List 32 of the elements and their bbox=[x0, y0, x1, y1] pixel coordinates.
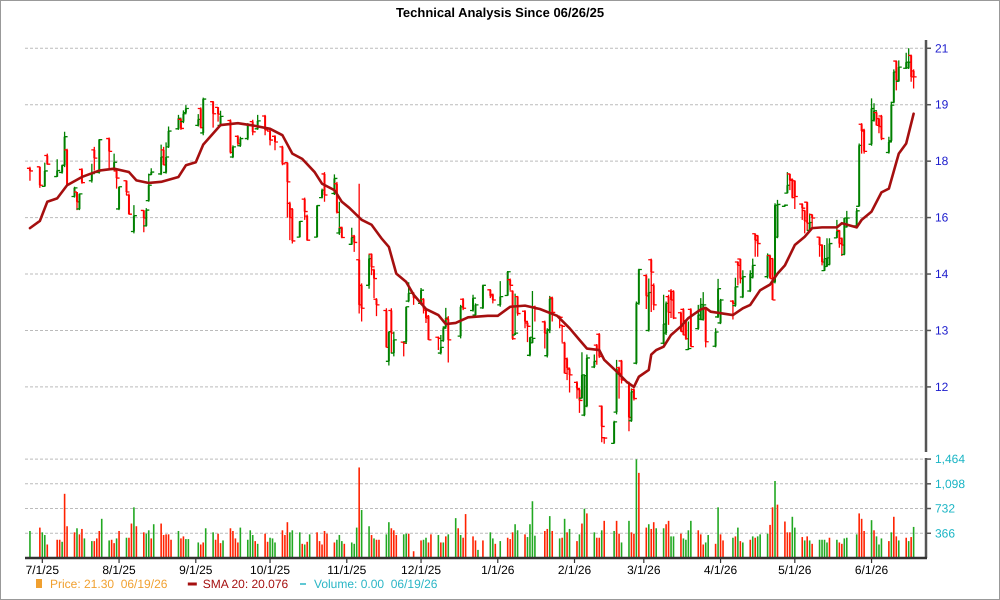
line-series bbox=[28, 112, 915, 388]
text: Price: 21.30 06/19/26 bbox=[50, 577, 168, 591]
y-tick-label: 1,464 bbox=[935, 452, 966, 466]
x-tick-label: 5/1/26 bbox=[778, 563, 812, 577]
x-tick-label: 6/1/26 bbox=[854, 563, 889, 577]
x-tick-label: 10/1/25 bbox=[250, 563, 290, 577]
y-tick-label: 13 bbox=[935, 323, 949, 338]
y-tick-label: 21 bbox=[935, 41, 949, 56]
y-tick-label: 16 bbox=[935, 210, 949, 225]
x-tick-label: 8/1/25 bbox=[102, 563, 136, 577]
chart-title: Technical Analysis Since 06/26/25 bbox=[396, 5, 604, 20]
x-tick-label: 3/1/26 bbox=[627, 563, 661, 577]
x-tick-label: 1/1/26 bbox=[481, 563, 515, 577]
series-label: Volume: 0.00 06/19/26 bbox=[314, 577, 438, 591]
candlestick bbox=[340, 226, 343, 239]
y-tick-label: 18 bbox=[935, 154, 949, 168]
candlestick bbox=[200, 106, 202, 130]
candlestick bbox=[506, 270, 509, 297]
y-tick-label: 366 bbox=[935, 526, 956, 540]
candlestick bbox=[298, 220, 301, 238]
y-tick-label: 19 bbox=[935, 98, 949, 112]
x-tick-label: 12/1/25 bbox=[401, 563, 442, 577]
y-tick-label: 1,098 bbox=[935, 476, 966, 491]
y-tick-label: 14 bbox=[935, 267, 949, 282]
y-tick-label: 732 bbox=[935, 502, 956, 516]
x-tick-label: 7/1/25 bbox=[26, 563, 60, 577]
x-tick-label: 4/1/26 bbox=[704, 563, 738, 577]
x-tick-label: 2/1/26 bbox=[558, 563, 592, 577]
legend-label: SMA 20: 20.076 bbox=[202, 577, 289, 591]
y-tick-label: 12 bbox=[935, 380, 949, 394]
x-tick-label: 11/1/25 bbox=[327, 563, 367, 577]
x-tick-label: 9/1/25 bbox=[179, 563, 213, 577]
